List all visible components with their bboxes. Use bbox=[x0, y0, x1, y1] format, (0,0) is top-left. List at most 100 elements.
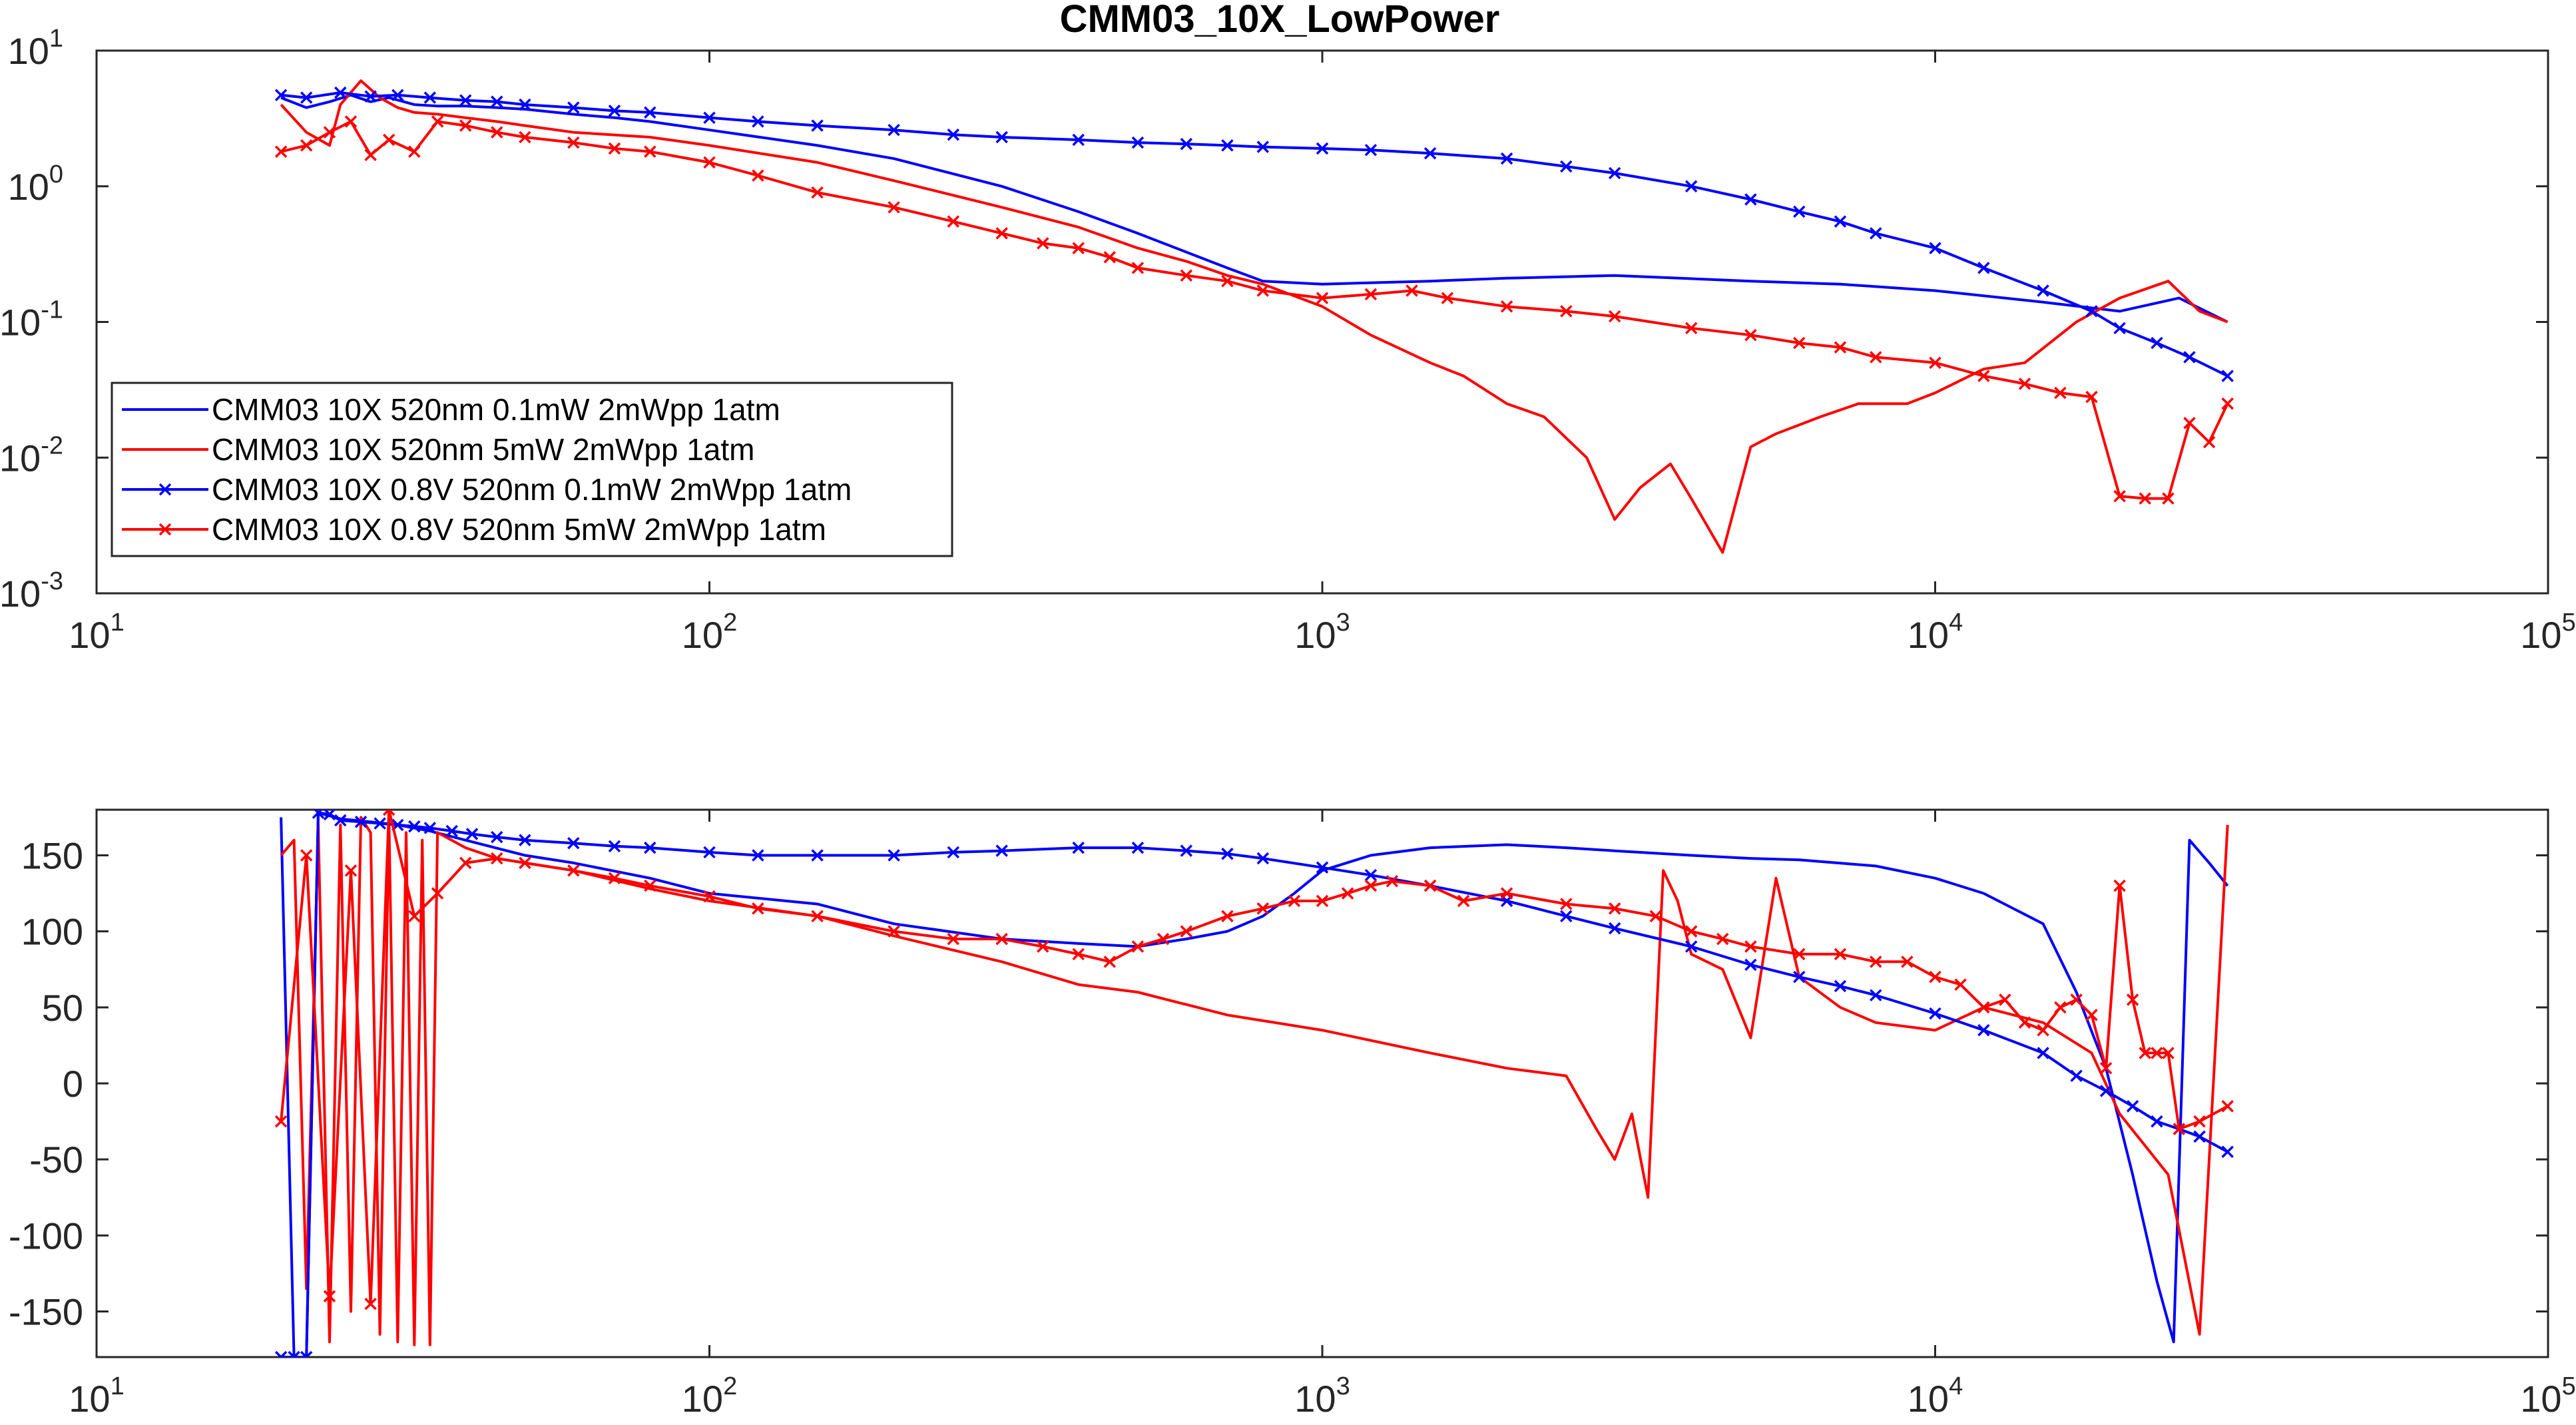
legend-label: CMM03 10X 0.8V 520nm 5mW 2mWpp 1atm bbox=[212, 512, 826, 547]
data-point-marker bbox=[947, 932, 960, 946]
data-point-marker bbox=[491, 95, 503, 109]
data-point-marker bbox=[2221, 370, 2234, 382]
data-point-marker bbox=[465, 828, 479, 840]
data-point-marker bbox=[1072, 841, 1085, 854]
data-point-marker bbox=[1500, 152, 1513, 165]
data-point-marker bbox=[2202, 435, 2216, 449]
data-point-marker bbox=[703, 846, 716, 859]
data-point-marker bbox=[2085, 305, 2098, 318]
data-point-marker bbox=[1977, 370, 1990, 382]
data-point-marker bbox=[1977, 262, 1990, 274]
data-point-marker bbox=[1256, 284, 1270, 297]
legend-marker-sample bbox=[158, 483, 172, 496]
x-tick-label: 101 bbox=[69, 609, 124, 656]
data-point-marker bbox=[888, 849, 900, 862]
data-point-marker bbox=[1500, 300, 1513, 313]
series-3 bbox=[274, 115, 2234, 505]
data-point-marker bbox=[431, 887, 444, 900]
data-point-marker bbox=[519, 98, 531, 111]
data-point-marker bbox=[2193, 1115, 2206, 1128]
data-point-marker bbox=[2054, 1001, 2067, 1014]
y-tick-label: 101 bbox=[8, 25, 63, 72]
data-point-marker bbox=[1180, 844, 1193, 857]
data-point-marker bbox=[2151, 1115, 2163, 1128]
data-point-marker bbox=[1608, 166, 1621, 180]
data-point-marker bbox=[2113, 322, 2126, 335]
data-point-marker bbox=[888, 201, 900, 214]
data-point-marker bbox=[1560, 910, 1573, 923]
magnitude-plot: 101 102 103 104 105 10-3 10-2 10-1 100 101 CMM03 … bbox=[0, 25, 2576, 656]
data-point-marker bbox=[1103, 956, 1117, 968]
data-point-marker bbox=[1744, 193, 1757, 206]
data-point-marker bbox=[323, 126, 336, 139]
legend-label: CMM03 10X 520nm 5mW 2mWpp 1atm bbox=[212, 432, 755, 467]
data-point-marker bbox=[459, 94, 472, 107]
data-point-marker bbox=[811, 849, 824, 862]
data-point-marker bbox=[947, 846, 960, 859]
legend: CMM03 10X 520nm 0.1mW 2mWpp 1atm CMM03 10… bbox=[111, 382, 953, 557]
data-point-marker bbox=[995, 131, 1008, 144]
phase-plot-axes-box bbox=[95, 808, 2549, 1358]
x-tick-label: 103 bbox=[1294, 1372, 1350, 1420]
data-point-marker bbox=[1793, 948, 1806, 961]
data-point-marker bbox=[644, 145, 656, 158]
data-point-marker bbox=[752, 902, 764, 915]
data-point-marker bbox=[608, 840, 621, 853]
data-point-marker bbox=[1744, 958, 1757, 972]
data-point-marker bbox=[1221, 910, 1234, 923]
data-point-marker bbox=[491, 830, 503, 844]
data-point-marker bbox=[1901, 956, 1914, 968]
data-point-marker bbox=[1103, 251, 1117, 264]
data-point-marker bbox=[2221, 1145, 2234, 1158]
data-point-marker bbox=[519, 856, 531, 870]
legend-label: CMM03 10X 520nm 0.1mW 2mWpp 1atm bbox=[212, 392, 780, 427]
data-point-marker bbox=[1999, 994, 2011, 1006]
data-point-marker bbox=[1072, 133, 1085, 146]
data-point-marker bbox=[2126, 994, 2139, 1006]
series-line bbox=[280, 120, 2229, 500]
figure-title: CMM03_10X_LowPower bbox=[1060, 0, 1500, 41]
data-point-marker bbox=[1221, 274, 1234, 288]
data-point-marker bbox=[1649, 910, 1663, 923]
data-point-marker bbox=[752, 169, 764, 182]
data-point-marker bbox=[1929, 970, 1941, 984]
data-point-marker bbox=[288, 1350, 300, 1357]
y-tick-label: -50 bbox=[29, 1139, 83, 1181]
data-point-marker bbox=[2018, 1016, 2031, 1029]
data-point-marker bbox=[608, 105, 621, 117]
series-line bbox=[280, 93, 2228, 324]
data-point-marker bbox=[2037, 1023, 2049, 1037]
series-line bbox=[280, 91, 2228, 378]
data-point-marker bbox=[334, 86, 347, 99]
data-point-marker bbox=[1131, 262, 1145, 274]
data-point-marker bbox=[1457, 894, 1470, 908]
data-point-marker bbox=[1500, 887, 1513, 900]
series-0 bbox=[280, 811, 2229, 1357]
data-point-marker bbox=[1834, 341, 1847, 354]
data-point-marker bbox=[1684, 940, 1698, 953]
data-point-marker bbox=[300, 91, 313, 104]
data-point-marker bbox=[423, 822, 437, 834]
legend-label: CMM03 10X 0.8V 520nm 0.1mW 2mWpp 1atm bbox=[212, 472, 852, 507]
series-line bbox=[280, 816, 2229, 1346]
data-point-marker bbox=[1364, 879, 1378, 892]
data-point-marker bbox=[364, 148, 377, 162]
data-point-marker bbox=[567, 136, 580, 149]
x-tick-label: 104 bbox=[1908, 1372, 1963, 1420]
data-point-marker bbox=[2221, 1100, 2234, 1113]
data-point-marker bbox=[1037, 940, 1049, 953]
data-point-marker bbox=[1929, 356, 1941, 370]
data-point-marker bbox=[1744, 329, 1757, 342]
magnitude-plot-ticks: 101 102 103 104 105 10-3 10-2 10-1 100 101 bbox=[0, 25, 2576, 656]
data-point-marker bbox=[274, 145, 288, 158]
data-point-marker bbox=[1834, 948, 1847, 961]
data-point-marker bbox=[1316, 861, 1329, 874]
data-point-marker bbox=[274, 1115, 288, 1128]
legend-box bbox=[111, 382, 953, 557]
data-point-marker bbox=[1256, 141, 1270, 153]
data-point-marker bbox=[1560, 160, 1573, 173]
data-point-marker bbox=[2139, 492, 2151, 505]
phase-plot: 101 102 103 104 105 150 100 50 0 -50 -100 -150 bbox=[9, 808, 2576, 1420]
data-point-marker bbox=[1256, 852, 1270, 865]
data-point-marker bbox=[752, 849, 764, 862]
